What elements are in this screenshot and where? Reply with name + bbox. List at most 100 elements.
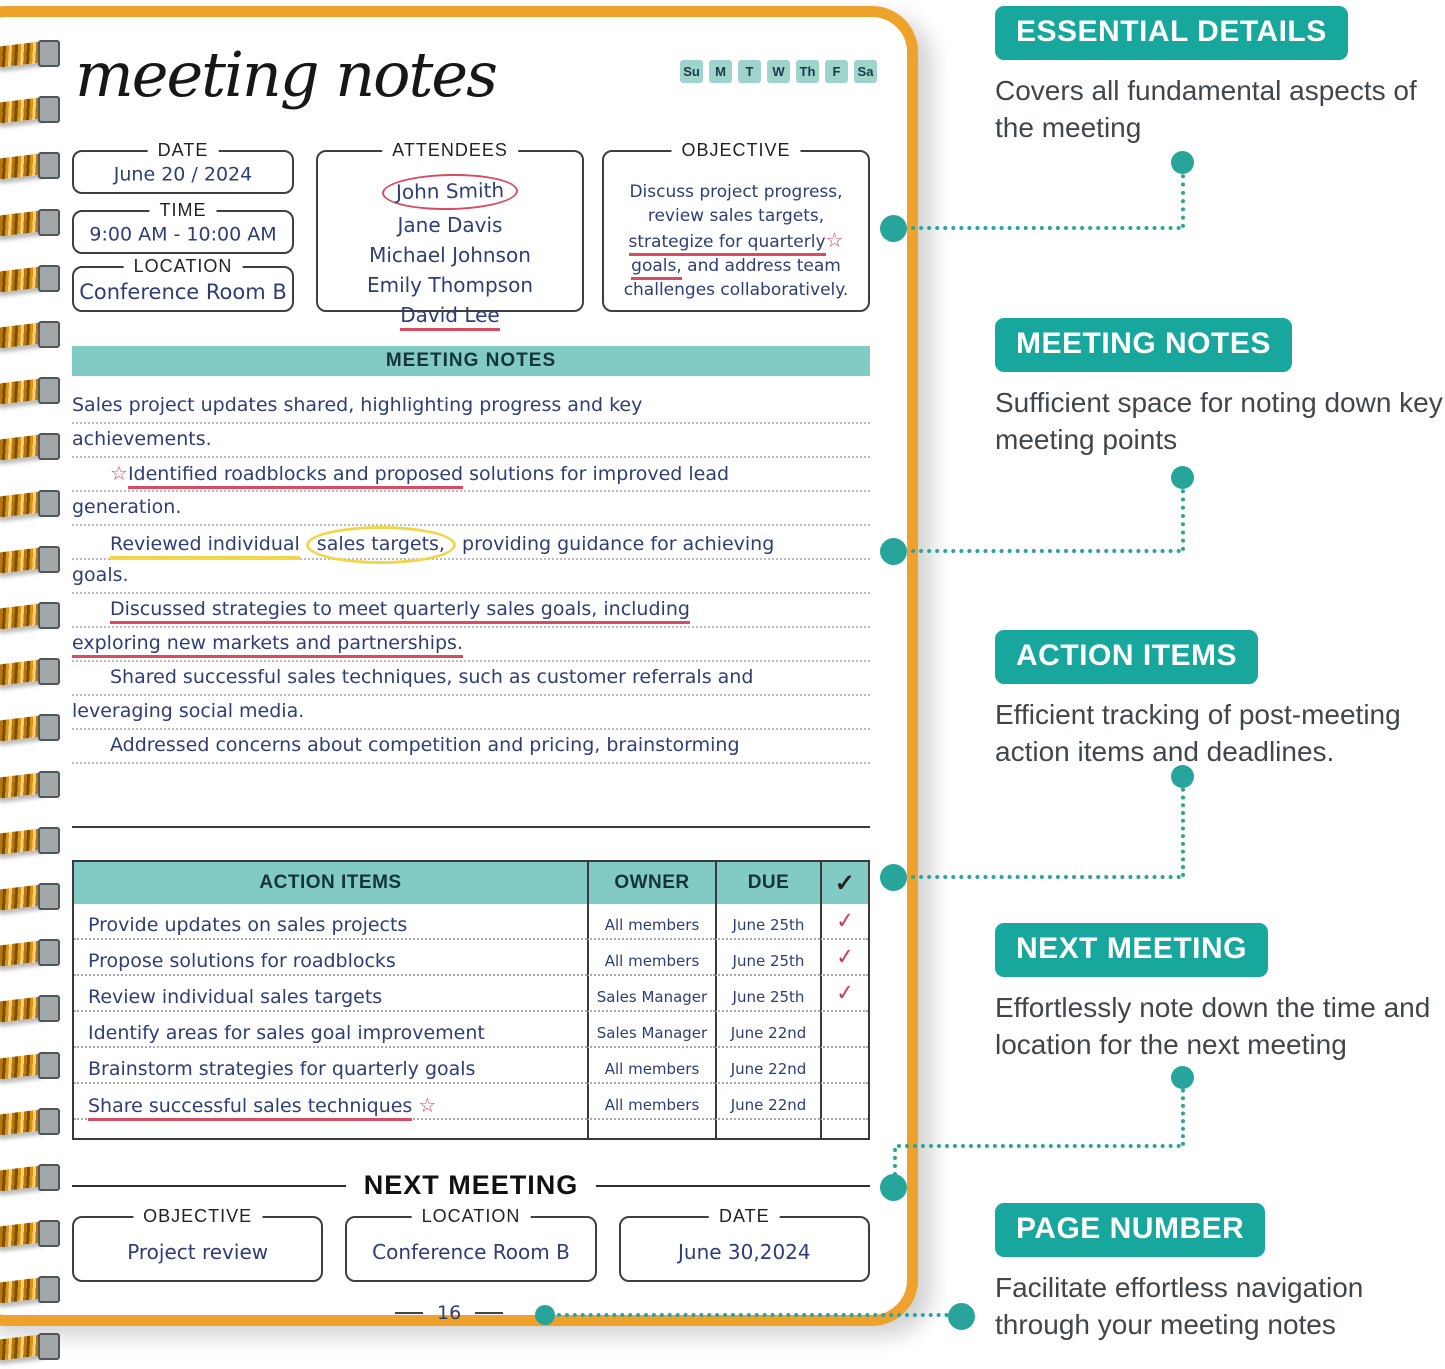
annotation-essential-details: ESSENTIAL DETAILS Covers all fundamental… <box>995 6 1445 147</box>
weekday-m: M <box>709 60 732 83</box>
connector-dot <box>1171 151 1194 174</box>
spiral-coil <box>0 598 66 634</box>
annotation-badge: MEETING NOTES <box>995 318 1292 372</box>
note-line: exploring new markets and partnerships. <box>72 628 870 662</box>
annotation-badge: ACTION ITEMS <box>995 630 1258 684</box>
annotation-badge: NEXT MEETING <box>995 923 1269 977</box>
attendee-row: David Lee <box>318 300 582 331</box>
meeting-notes-header: MEETING NOTES <box>72 346 870 376</box>
connector-dot <box>880 215 907 242</box>
annotation-desc: Efficient tracking of post-meeting actio… <box>995 699 1401 767</box>
note-line: Sales project updates shared, highlighti… <box>72 390 870 424</box>
time-label: TIME <box>149 200 217 221</box>
spiral-coil <box>0 1160 66 1196</box>
spiral-coil <box>0 261 66 297</box>
spiral-coil <box>0 486 66 522</box>
spiral-coil <box>0 1216 66 1252</box>
weekday-t: T <box>738 60 761 83</box>
spiral-coil <box>0 92 66 128</box>
next-date-field: DATE June 30,2024 <box>618 1206 870 1282</box>
date-label: DATE <box>147 140 219 161</box>
note-line: Shared successful sales techniques, such… <box>72 662 870 696</box>
attendees-list: John Smith Jane Davis Michael Johnson Em… <box>318 172 582 331</box>
spiral-binding <box>0 0 70 1369</box>
checkmark-icon: ✓ <box>834 943 856 970</box>
objective-label: OBJECTIVE <box>671 140 801 161</box>
spiral-coil <box>0 991 66 1027</box>
star-doodle-icon: ☆ <box>825 228 844 252</box>
objective-value: Discuss project progress, review sales t… <box>623 182 849 300</box>
annotation-desc: Covers all fundamental aspects of the me… <box>995 75 1417 143</box>
spiral-coil <box>0 654 66 690</box>
note-line: Discussed strategies to meet quarterly s… <box>72 594 870 628</box>
note-line: Addressed concerns about competition and… <box>72 730 870 764</box>
connector-dot <box>1171 1066 1194 1089</box>
location-value: Conference Room B <box>79 279 287 304</box>
checkmark-icon: ✓ <box>834 907 856 934</box>
page-number: 16 <box>395 1302 504 1324</box>
page-title: meeting notes <box>75 38 498 111</box>
annotation-desc: Facilitate effortless navigation through… <box>995 1272 1364 1340</box>
spiral-coil <box>0 710 66 746</box>
spiral-coil <box>0 935 66 971</box>
section-divider <box>72 826 870 828</box>
annotation-page-number: PAGE NUMBER Facilitate effortless naviga… <box>995 1203 1445 1344</box>
location-field: LOCATION Conference Room B <box>72 256 294 312</box>
annotation-badge: ESSENTIAL DETAILS <box>995 6 1348 60</box>
attendees-label: ATTENDEES <box>382 140 518 161</box>
date-value: June 20 / 2024 <box>113 163 253 186</box>
annotation-badge: PAGE NUMBER <box>995 1203 1266 1257</box>
time-field: TIME 9:00 AM - 10:00 AM <box>72 200 294 254</box>
spiral-coil <box>0 317 66 353</box>
date-field: DATE June 20 / 2024 <box>72 140 294 194</box>
weekday-f: F <box>825 60 848 83</box>
connector-dot <box>1171 765 1194 788</box>
notebook-page: meeting notes Su M T W Th F Sa DATE June… <box>72 38 877 1324</box>
star-doodle-icon: ☆ <box>110 461 128 485</box>
connector-dot <box>880 864 907 891</box>
weekday-w: W <box>767 60 790 83</box>
next-meeting-fields: OBJECTIVE Project review LOCATION Confer… <box>72 1206 870 1282</box>
table-row: Propose solutions for roadblocks All mem… <box>74 940 868 976</box>
attendee-row: Emily Thompson <box>366 273 534 297</box>
spiral-coil <box>0 373 66 409</box>
table-row: Share successful sales techniques ☆ All … <box>74 1084 868 1121</box>
weekday-su: Su <box>680 60 703 83</box>
col-check: ✓ <box>820 862 868 904</box>
star-doodle-icon: ☆ <box>418 1093 437 1117</box>
col-due: DUE <box>715 862 820 904</box>
annotation-desc: Effortlessly note down the time and loca… <box>995 992 1431 1060</box>
attendee-row: John Smith <box>318 172 582 212</box>
table-header-row: ACTION ITEMS OWNER DUE ✓ <box>74 862 868 904</box>
weekday-sa: Sa <box>854 60 877 83</box>
spiral-coil <box>0 205 66 241</box>
connector-dot <box>880 1174 907 1201</box>
annotation-next-meeting: NEXT MEETING Effortlessly note down the … <box>995 923 1445 1064</box>
weekday-th: Th <box>796 60 819 83</box>
attendee-row: Jane Davis <box>397 213 503 237</box>
attendee-name-circled: John Smith <box>381 172 519 212</box>
spiral-coil <box>0 429 66 465</box>
col-owner: OWNER <box>587 862 715 904</box>
annotation-desc: Sufficient space for noting down key mee… <box>995 387 1443 455</box>
checkmark-icon: ✓ <box>834 979 856 1006</box>
spiral-coil <box>0 36 66 72</box>
spiral-coil <box>0 1272 66 1308</box>
spiral-coil <box>0 1104 66 1140</box>
annotation-action-items: ACTION ITEMS Efficient tracking of post-… <box>995 630 1445 771</box>
next-objective-field: OBJECTIVE Project review <box>72 1206 324 1282</box>
note-line: Reviewed individual sales targets, provid… <box>72 526 870 564</box>
meeting-notes-lines: Sales project updates shared, highlighti… <box>72 390 870 764</box>
note-line: goals. <box>72 560 870 594</box>
action-items-table: ACTION ITEMS OWNER DUE ✓ Provide updates… <box>72 860 870 1140</box>
note-line: achievements. <box>72 424 870 458</box>
note-line: generation. <box>72 492 870 526</box>
table-row: Review individual sales targets Sales Ma… <box>74 976 868 1012</box>
next-meeting-heading: NEXT MEETING <box>72 1170 871 1201</box>
table-row: Brainstorm strategies for quarterly goal… <box>74 1048 868 1084</box>
spiral-coil <box>0 148 66 184</box>
note-line: leveraging social media. <box>72 696 870 730</box>
annotation-meeting-notes: MEETING NOTES Sufficient space for notin… <box>995 318 1445 459</box>
spiral-coil <box>0 542 66 578</box>
